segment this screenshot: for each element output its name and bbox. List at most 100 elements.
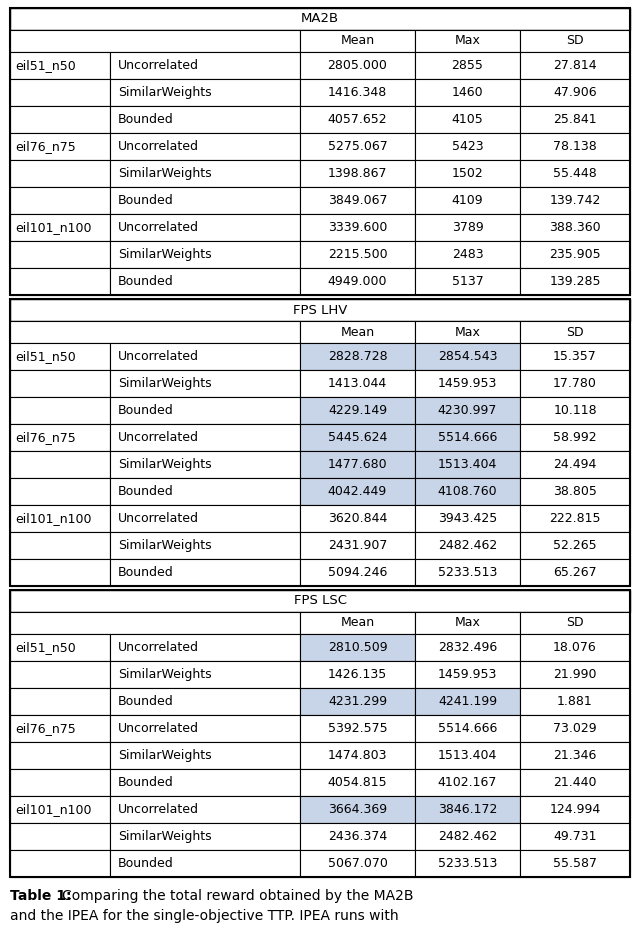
Bar [300,214,415,241]
Bar [520,321,630,343]
Text: 3789: 3789 [452,221,483,234]
Bar [300,343,415,370]
Text: eil51_n50: eil51_n50 [15,59,76,72]
Bar [520,52,630,79]
Text: 222.815: 222.815 [549,512,601,525]
Text: SD: SD [566,617,584,629]
Bar [300,742,415,769]
Bar [110,796,300,823]
Bar [10,370,110,397]
Text: Uncorrelated: Uncorrelated [118,140,199,153]
Text: 1.881: 1.881 [557,695,593,708]
Text: 5137: 5137 [452,275,483,288]
Bar [300,30,415,52]
Bar [110,769,300,796]
Bar [110,559,300,586]
Text: SimilarWeights: SimilarWeights [118,539,212,552]
Bar [520,343,630,370]
Text: 4054.815: 4054.815 [328,776,387,789]
Bar [300,370,415,397]
Text: 2855: 2855 [452,59,483,72]
Bar [300,688,415,715]
Bar [110,187,300,214]
Bar [110,451,300,478]
Bar [415,187,520,214]
Bar [415,612,520,634]
Text: 5094.246: 5094.246 [328,566,387,579]
Text: FPS LHV: FPS LHV [293,303,347,316]
Text: Bounded: Bounded [118,566,173,579]
Text: 4105: 4105 [452,113,483,126]
Bar [415,241,520,268]
Bar [520,742,630,769]
Bar [10,79,110,106]
Bar [520,370,630,397]
Text: 5275.067: 5275.067 [328,140,387,153]
Bar [10,478,110,505]
Text: 38.805: 38.805 [553,485,597,498]
Bar [415,850,520,877]
Bar [10,214,110,241]
Bar [10,268,110,295]
Text: 1426.135: 1426.135 [328,668,387,681]
Bar [10,106,110,133]
Text: eil51_n50: eil51_n50 [15,641,76,654]
Bar [10,612,300,634]
Text: 4102.167: 4102.167 [438,776,497,789]
Bar [415,397,520,424]
Bar [110,268,300,295]
Text: 5514.666: 5514.666 [438,431,497,444]
Text: 1513.404: 1513.404 [438,749,497,762]
Bar [300,397,415,424]
Text: 1513.404: 1513.404 [438,458,497,471]
Text: Max: Max [454,35,481,48]
Text: 2805.000: 2805.000 [328,59,387,72]
Text: 2436.374: 2436.374 [328,830,387,843]
Text: Max: Max [454,326,481,338]
Bar [10,715,110,742]
Bar [10,661,110,688]
Bar [520,79,630,106]
Bar [520,30,630,52]
Bar [520,187,630,214]
Text: 1459.953: 1459.953 [438,377,497,390]
Text: 2482.462: 2482.462 [438,539,497,552]
Text: 73.029: 73.029 [553,722,597,735]
Bar [300,823,415,850]
Text: Uncorrelated: Uncorrelated [118,803,199,816]
Text: SimilarWeights: SimilarWeights [118,377,212,390]
Text: 2810.509: 2810.509 [328,641,387,654]
Bar [10,590,630,612]
Bar [10,8,630,30]
Bar [300,106,415,133]
Text: 1474.803: 1474.803 [328,749,387,762]
Text: Bounded: Bounded [118,113,173,126]
Bar [415,214,520,241]
Bar [520,106,630,133]
Bar [10,451,110,478]
Text: SD: SD [566,326,584,338]
Bar [520,715,630,742]
Bar [520,823,630,850]
Bar [520,451,630,478]
Text: 4042.449: 4042.449 [328,485,387,498]
Bar [110,505,300,532]
Bar [10,505,110,532]
Text: 5233.513: 5233.513 [438,857,497,870]
Text: 21.346: 21.346 [554,749,596,762]
Text: 1477.680: 1477.680 [328,458,387,471]
Bar [300,715,415,742]
Text: SimilarWeights: SimilarWeights [118,749,212,762]
Bar [110,214,300,241]
Bar [10,241,110,268]
Bar [520,268,630,295]
Text: and the IPEA for the single-objective TTP. IPEA runs with: and the IPEA for the single-objective TT… [10,909,399,923]
Text: 10.118: 10.118 [553,404,597,417]
Text: eil76_n75: eil76_n75 [15,722,76,735]
Bar [520,850,630,877]
Text: 235.905: 235.905 [549,248,601,261]
Text: Bounded: Bounded [118,194,173,207]
Text: Bounded: Bounded [118,695,173,708]
Text: 55.587: 55.587 [553,857,597,870]
Bar [10,299,630,586]
